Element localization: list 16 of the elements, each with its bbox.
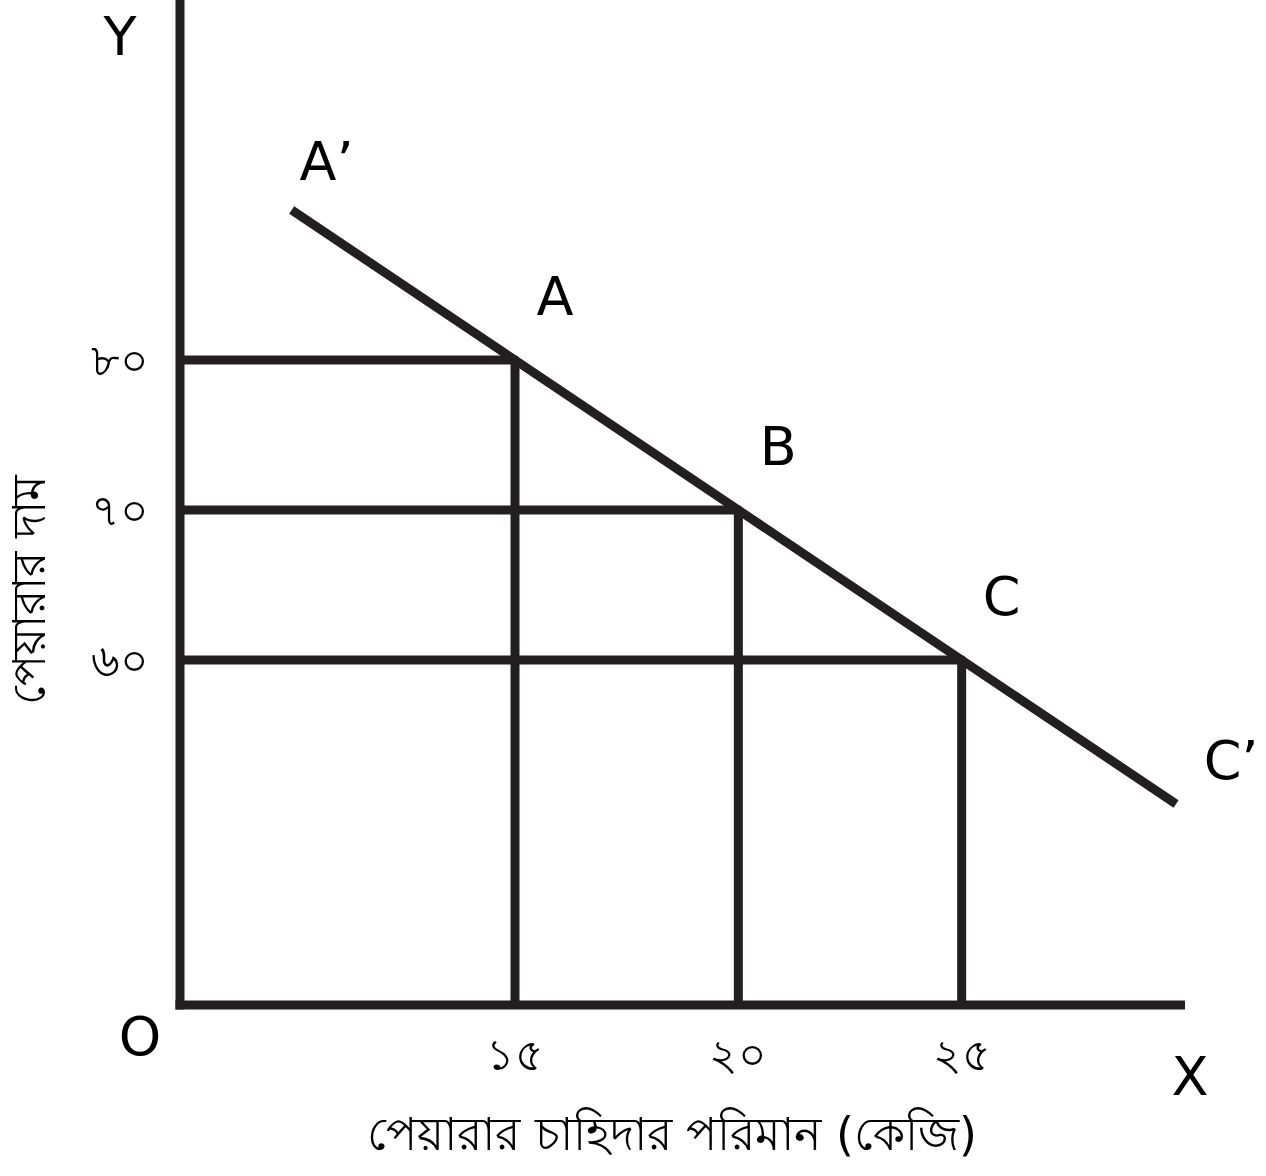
annotation: C (982, 565, 1021, 628)
annotation: A (536, 265, 574, 328)
annotation: C’ (1203, 729, 1259, 792)
x-axis-title: পেয়ারার চাহিদার পরিমান (কেজি) (367, 1107, 977, 1161)
annotation: A’ (299, 130, 354, 193)
y-tick-label: ৮০ (91, 334, 149, 386)
x-tick-label: ২৫ (932, 1029, 991, 1080)
y-tick-label: ৭০ (91, 484, 149, 536)
y-axis-title: পেয়ারার দাম (2, 473, 56, 706)
annotation: B (759, 415, 797, 478)
x-tick-label: ১৫ (486, 1029, 544, 1080)
text: X (1171, 1045, 1209, 1108)
x-tick-label: ২০ (709, 1029, 768, 1080)
text: Y (102, 5, 138, 68)
text: O (118, 1005, 162, 1068)
y-tick-label: ৬০ (91, 634, 149, 686)
